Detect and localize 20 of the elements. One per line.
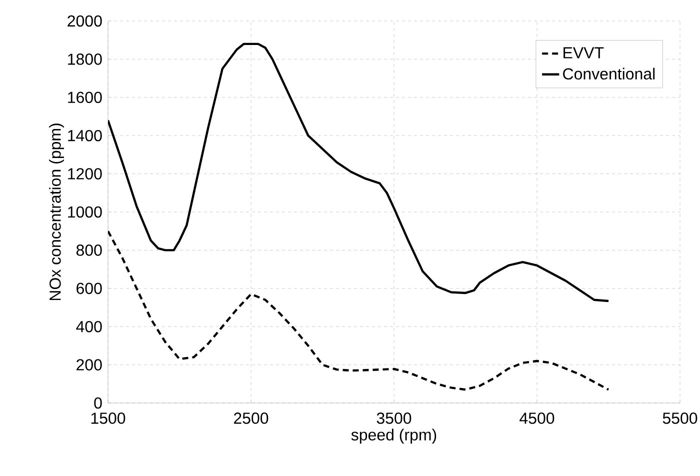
y-tick-label: 1400 [68, 130, 102, 142]
y-tick-label: 1800 [68, 54, 102, 65]
y-tick-label: 600 [76, 282, 102, 294]
y-tick-label: 400 [76, 320, 102, 332]
x-tick-label: 4500 [520, 412, 554, 424]
legend-label: Conventional [563, 68, 655, 80]
y-tick-label: 0 [94, 397, 102, 409]
y-tick-label: 1000 [68, 206, 102, 218]
y-tick-label: 800 [76, 244, 102, 256]
y-tick-label: 2000 [68, 15, 102, 27]
legend-label: EVVT [564, 47, 604, 58]
x-tick-label: 5500 [662, 412, 698, 424]
x-tick-label: 3500 [376, 412, 412, 424]
y-tick-label: 1200 [68, 168, 102, 180]
x-axis-title: speed (rpm) [351, 428, 436, 444]
x-tick-label: 1500 [91, 412, 126, 424]
y-tick-label: 200 [76, 359, 102, 370]
y-tick-label: 1600 [68, 92, 102, 104]
x-tick-label: 2500 [234, 412, 268, 424]
y-axis-title: NOx concentration (ppm) [49, 124, 64, 300]
